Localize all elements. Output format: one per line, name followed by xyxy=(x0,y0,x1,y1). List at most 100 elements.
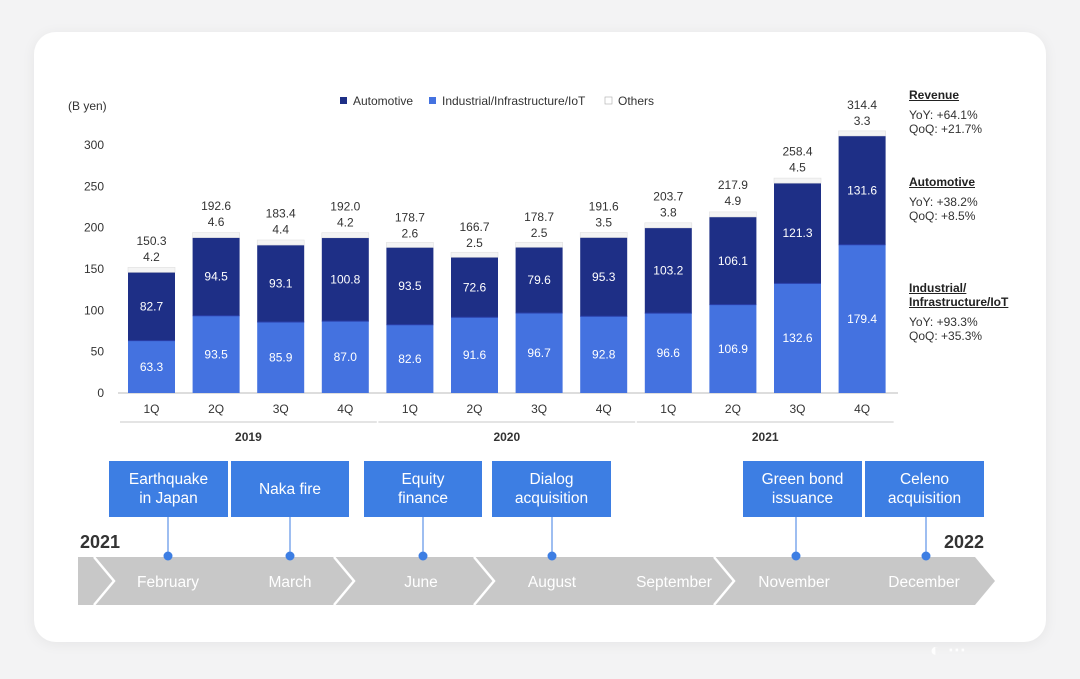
others-label: 2.5 xyxy=(531,226,548,240)
legend-label: Automotive xyxy=(353,94,413,108)
automotive-summary: Automotive YoY: +38.2% QoQ: +8.5% xyxy=(909,175,978,223)
bar-segment xyxy=(709,304,757,393)
data-label: 94.5 xyxy=(204,270,228,284)
bar-segment xyxy=(515,247,563,314)
data-label: 91.6 xyxy=(463,348,487,362)
data-label: 63.3 xyxy=(140,360,164,374)
y-tick-label: 100 xyxy=(84,303,104,317)
total-label: 192.6 xyxy=(201,199,231,213)
y-axis-label: (B yen) xyxy=(68,99,107,113)
event-celeno-acquisition: Celeno acquisition xyxy=(865,461,984,517)
y-tick-label: 300 xyxy=(84,138,104,152)
others-label: 4.4 xyxy=(272,222,289,236)
bar-segment xyxy=(256,239,305,246)
bar-segment xyxy=(192,237,240,316)
data-label: 92.8 xyxy=(592,348,616,362)
legend-swatch xyxy=(429,97,436,104)
revenue-summary: Revenue YoY: +64.1% QoQ: +21.7% xyxy=(909,88,982,136)
x-tick-label: 4Q xyxy=(337,402,353,416)
others-label: 2.5 xyxy=(466,236,483,250)
data-label: 121.3 xyxy=(782,226,812,240)
data-label: 132.6 xyxy=(782,331,812,345)
total-label: 314.4 xyxy=(847,98,877,112)
bar-segment xyxy=(515,241,563,248)
event-dialog-acquisition: Dialog acquisition xyxy=(492,461,611,517)
bar-segment xyxy=(774,183,821,284)
industrial-title: Industrial/ Infrastructure/IoT xyxy=(909,281,1009,309)
bar-segment xyxy=(838,130,886,137)
x-tick-label: 2Q xyxy=(725,402,741,416)
bar-segment xyxy=(450,251,499,258)
bar-segment xyxy=(451,317,498,393)
legend-swatch xyxy=(604,96,613,105)
total-label: 192.0 xyxy=(330,199,360,213)
bar-segment xyxy=(774,283,821,393)
bar-segment xyxy=(644,227,692,314)
automotive-qoq: QoQ: +8.5% xyxy=(909,209,976,223)
industrial-yoy: YoY: +93.3% xyxy=(909,315,978,329)
x-tick-label: 4Q xyxy=(596,402,612,416)
data-label: 93.1 xyxy=(269,277,293,291)
group-label: 2021 xyxy=(752,430,779,444)
event-naka-fire: Naka fire xyxy=(231,461,349,517)
automotive-yoy: YoY: +38.2% xyxy=(909,195,978,209)
data-label: 85.9 xyxy=(269,350,293,364)
x-tick-label: 3Q xyxy=(531,402,547,416)
others-label: 4.9 xyxy=(725,194,742,208)
bar-segment xyxy=(451,257,498,318)
revenue-title: Revenue xyxy=(909,88,960,102)
bar-segment xyxy=(515,313,563,393)
others-label: 4.2 xyxy=(143,250,160,264)
total-label: 183.4 xyxy=(266,206,296,220)
x-tick-label: 1Q xyxy=(143,402,159,416)
data-label: 96.7 xyxy=(527,346,551,360)
others-label: 4.6 xyxy=(208,215,225,229)
x-tick-label: 3Q xyxy=(789,402,805,416)
data-label: 106.9 xyxy=(718,342,748,356)
y-tick-label: 200 xyxy=(84,221,104,235)
bar-segment xyxy=(127,267,176,273)
data-label: 87.0 xyxy=(334,350,358,364)
total-label: 217.9 xyxy=(718,178,748,192)
x-tick-label: 2Q xyxy=(466,402,482,416)
bar-segment xyxy=(838,135,886,245)
data-label: 100.8 xyxy=(330,272,360,286)
bar-segment xyxy=(321,237,369,322)
data-label: 82.7 xyxy=(140,299,164,313)
watermark-logo: ◐ ⋯ xyxy=(930,640,967,660)
total-label: 258.4 xyxy=(782,144,812,158)
y-tick-label: 250 xyxy=(84,179,104,193)
total-label: 166.7 xyxy=(459,220,489,234)
group-label: 2019 xyxy=(235,430,262,444)
data-label: 79.6 xyxy=(527,273,551,287)
y-tick-label: 50 xyxy=(91,345,105,359)
event-equity-finance: Equity finance xyxy=(364,461,482,517)
data-label: 93.5 xyxy=(398,279,422,293)
others-label: 2.6 xyxy=(402,226,419,240)
bar-segment xyxy=(128,272,175,341)
bar-segment xyxy=(321,321,369,393)
data-label: 93.5 xyxy=(204,347,228,361)
bar-segment xyxy=(257,245,305,322)
total-label: 178.7 xyxy=(395,210,425,224)
bar-segment xyxy=(386,324,434,393)
group-label: 2020 xyxy=(493,430,520,444)
timeline-start-year: 2021 xyxy=(80,532,121,552)
others-label: 4.2 xyxy=(337,215,354,229)
bar-segment xyxy=(838,244,886,393)
bar-segment xyxy=(128,340,175,393)
data-label: 131.6 xyxy=(847,183,877,197)
bar-segment xyxy=(644,222,693,229)
y-tick-label: 0 xyxy=(97,386,104,400)
y-tick-label: 150 xyxy=(84,262,104,276)
bar-segment xyxy=(709,211,757,218)
x-tick-label: 3Q xyxy=(273,402,289,416)
legend-swatch xyxy=(340,97,347,104)
others-label: 3.3 xyxy=(854,114,871,128)
bar-segment xyxy=(580,237,628,317)
data-label: 72.6 xyxy=(463,280,487,294)
x-tick-label: 1Q xyxy=(402,402,418,416)
event-earthquake: Earthquake in Japan xyxy=(109,461,228,517)
revenue-yoy: YoY: +64.1% xyxy=(909,108,978,122)
